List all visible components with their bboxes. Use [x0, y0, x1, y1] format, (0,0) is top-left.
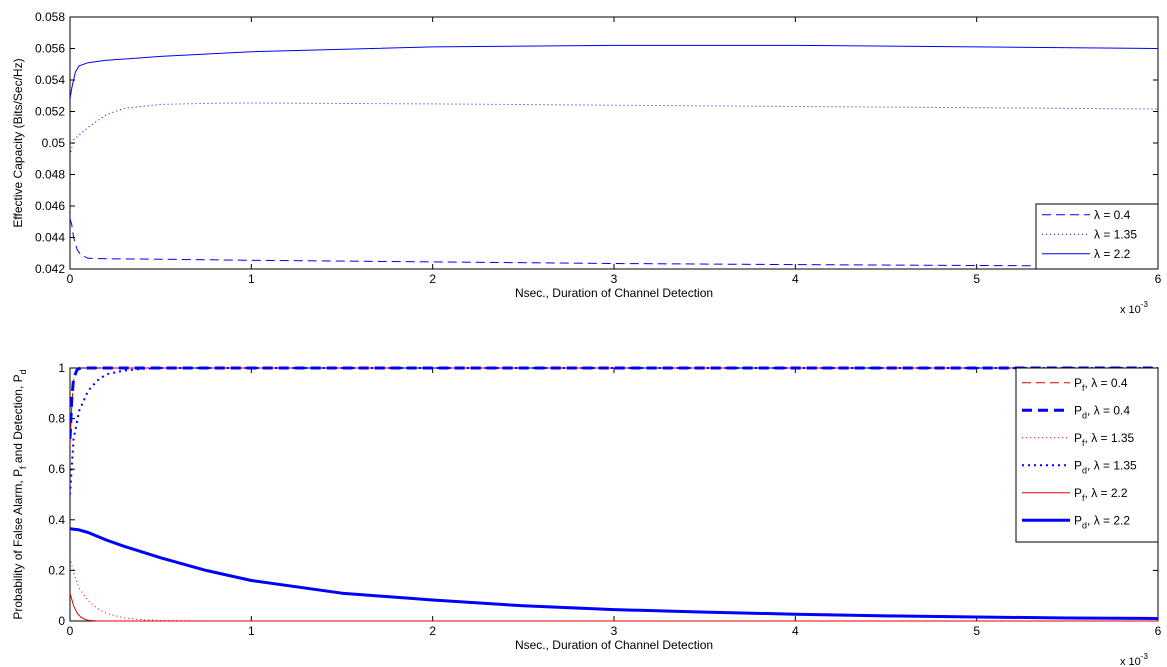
y-tick-label: 0.2 [48, 563, 65, 577]
legend-label: λ = 2.2 [1094, 247, 1131, 261]
x-tick-label: 5 [973, 272, 980, 286]
x-axis-label: Nsec., Duration of Channel Detection [515, 638, 713, 652]
x-axis-label: Nsec., Duration of Channel Detection [515, 286, 713, 300]
series-line [70, 557, 1158, 622]
x-tick-label: 6 [1155, 272, 1162, 286]
chart-2: 0 1 2 3 4 5 6 0 0.2 0.4 0.6 0.8 1 Nsec., Duration of … [11, 361, 1162, 667]
y-tick-label: 0.052 [35, 105, 65, 119]
y-tick-label: 0.4 [48, 513, 65, 527]
legend-label: Pd, λ = 1.35 [1074, 458, 1137, 475]
x-tick-label: 2 [429, 272, 436, 286]
x-tick-label: 2 [429, 624, 436, 638]
legend: Pf, λ = 0.4 Pd, λ = 0.4 Pf, λ = 1.35 Pd, λ … [1015, 367, 1159, 543]
x-tick-label: 3 [611, 272, 618, 286]
y-tick-label: 0.8 [48, 412, 65, 426]
y-axis-label-sub: d [18, 369, 28, 374]
y-tick-label: 0 [58, 614, 65, 628]
legend-label: λ = 0.4 [1094, 208, 1131, 222]
plot-area [69, 367, 1159, 622]
legend-label: Pf, λ = 0.4 [1074, 376, 1128, 393]
x-tick-label: 4 [792, 272, 799, 286]
series-line [70, 102, 1158, 156]
series-line [70, 367, 1158, 495]
chart-1: 0 1 2 3 4 5 6 0.042 0.044 0.046 0.048 0.05 0.052 0.05… [11, 10, 1162, 316]
y-axis-label-main: Probability of False Alarm, P [11, 469, 25, 620]
y-tick-label: 0.6 [48, 462, 65, 476]
legend: λ = 0.4 λ = 1.35 λ = 2.2 [1035, 203, 1159, 270]
y-axis-label-main: Effective Capacity (Bits/Sec/Hz) [11, 58, 25, 227]
y-tick-label: 0.054 [35, 73, 65, 87]
y-tick-label: 0.046 [35, 199, 65, 213]
x-tick-label: 5 [973, 624, 980, 638]
x-tick-label: 1 [248, 624, 255, 638]
x-exponent-base: x 10 [1120, 656, 1141, 667]
legend-box [1015, 367, 1159, 543]
plot-area [69, 16, 1159, 270]
series-line [70, 593, 1158, 622]
x-tick-label: 0 [67, 272, 74, 286]
x-exponent-power: -3 [1141, 300, 1149, 309]
y-axis-label: Probability of False Alarm, Pf and Detec… [11, 369, 28, 619]
legend-label: Pf, λ = 2.2 [1074, 486, 1128, 503]
x-tick-label: 0 [67, 624, 74, 638]
legend-label: λ = 1.35 [1094, 227, 1137, 241]
legend-label: Pd, λ = 2.2 [1074, 513, 1130, 530]
legend-label: Pd, λ = 0.4 [1074, 403, 1130, 420]
x-tick-label: 3 [611, 624, 618, 638]
x-exponent-label: x 10-3 [1120, 652, 1148, 667]
y-tick-label: 0.044 [35, 231, 65, 245]
legend-box [1035, 203, 1159, 270]
y-tick-label: 0.048 [35, 168, 65, 182]
x-exponent-label: x 10-3 [1120, 300, 1148, 316]
x-tick-label: 4 [792, 624, 799, 638]
x-tick-label: 1 [248, 272, 255, 286]
series-line [70, 44, 1158, 99]
y-axis-label-sub: f [18, 466, 28, 469]
y-axis-label-mid: and Detection, P [11, 374, 25, 466]
series-group [70, 44, 1158, 267]
y-tick-label: 0.042 [35, 262, 65, 276]
y-tick-label: 0.05 [42, 136, 66, 150]
x-exponent-power: -3 [1141, 652, 1149, 661]
y-tick-label: 1 [58, 361, 65, 375]
series-line [70, 218, 1158, 267]
y-tick-label: 0.056 [35, 42, 65, 56]
x-exponent-base: x 10 [1120, 304, 1141, 316]
series-group [70, 366, 1158, 622]
y-tick-label: 0.058 [35, 10, 65, 24]
series-line [70, 527, 1158, 620]
legend-label: Pf, λ = 1.35 [1074, 431, 1135, 448]
series-line [70, 366, 1158, 439]
x-tick-label: 6 [1155, 624, 1162, 638]
y-axis-label: Effective Capacity (Bits/Sec/Hz) [11, 58, 25, 227]
